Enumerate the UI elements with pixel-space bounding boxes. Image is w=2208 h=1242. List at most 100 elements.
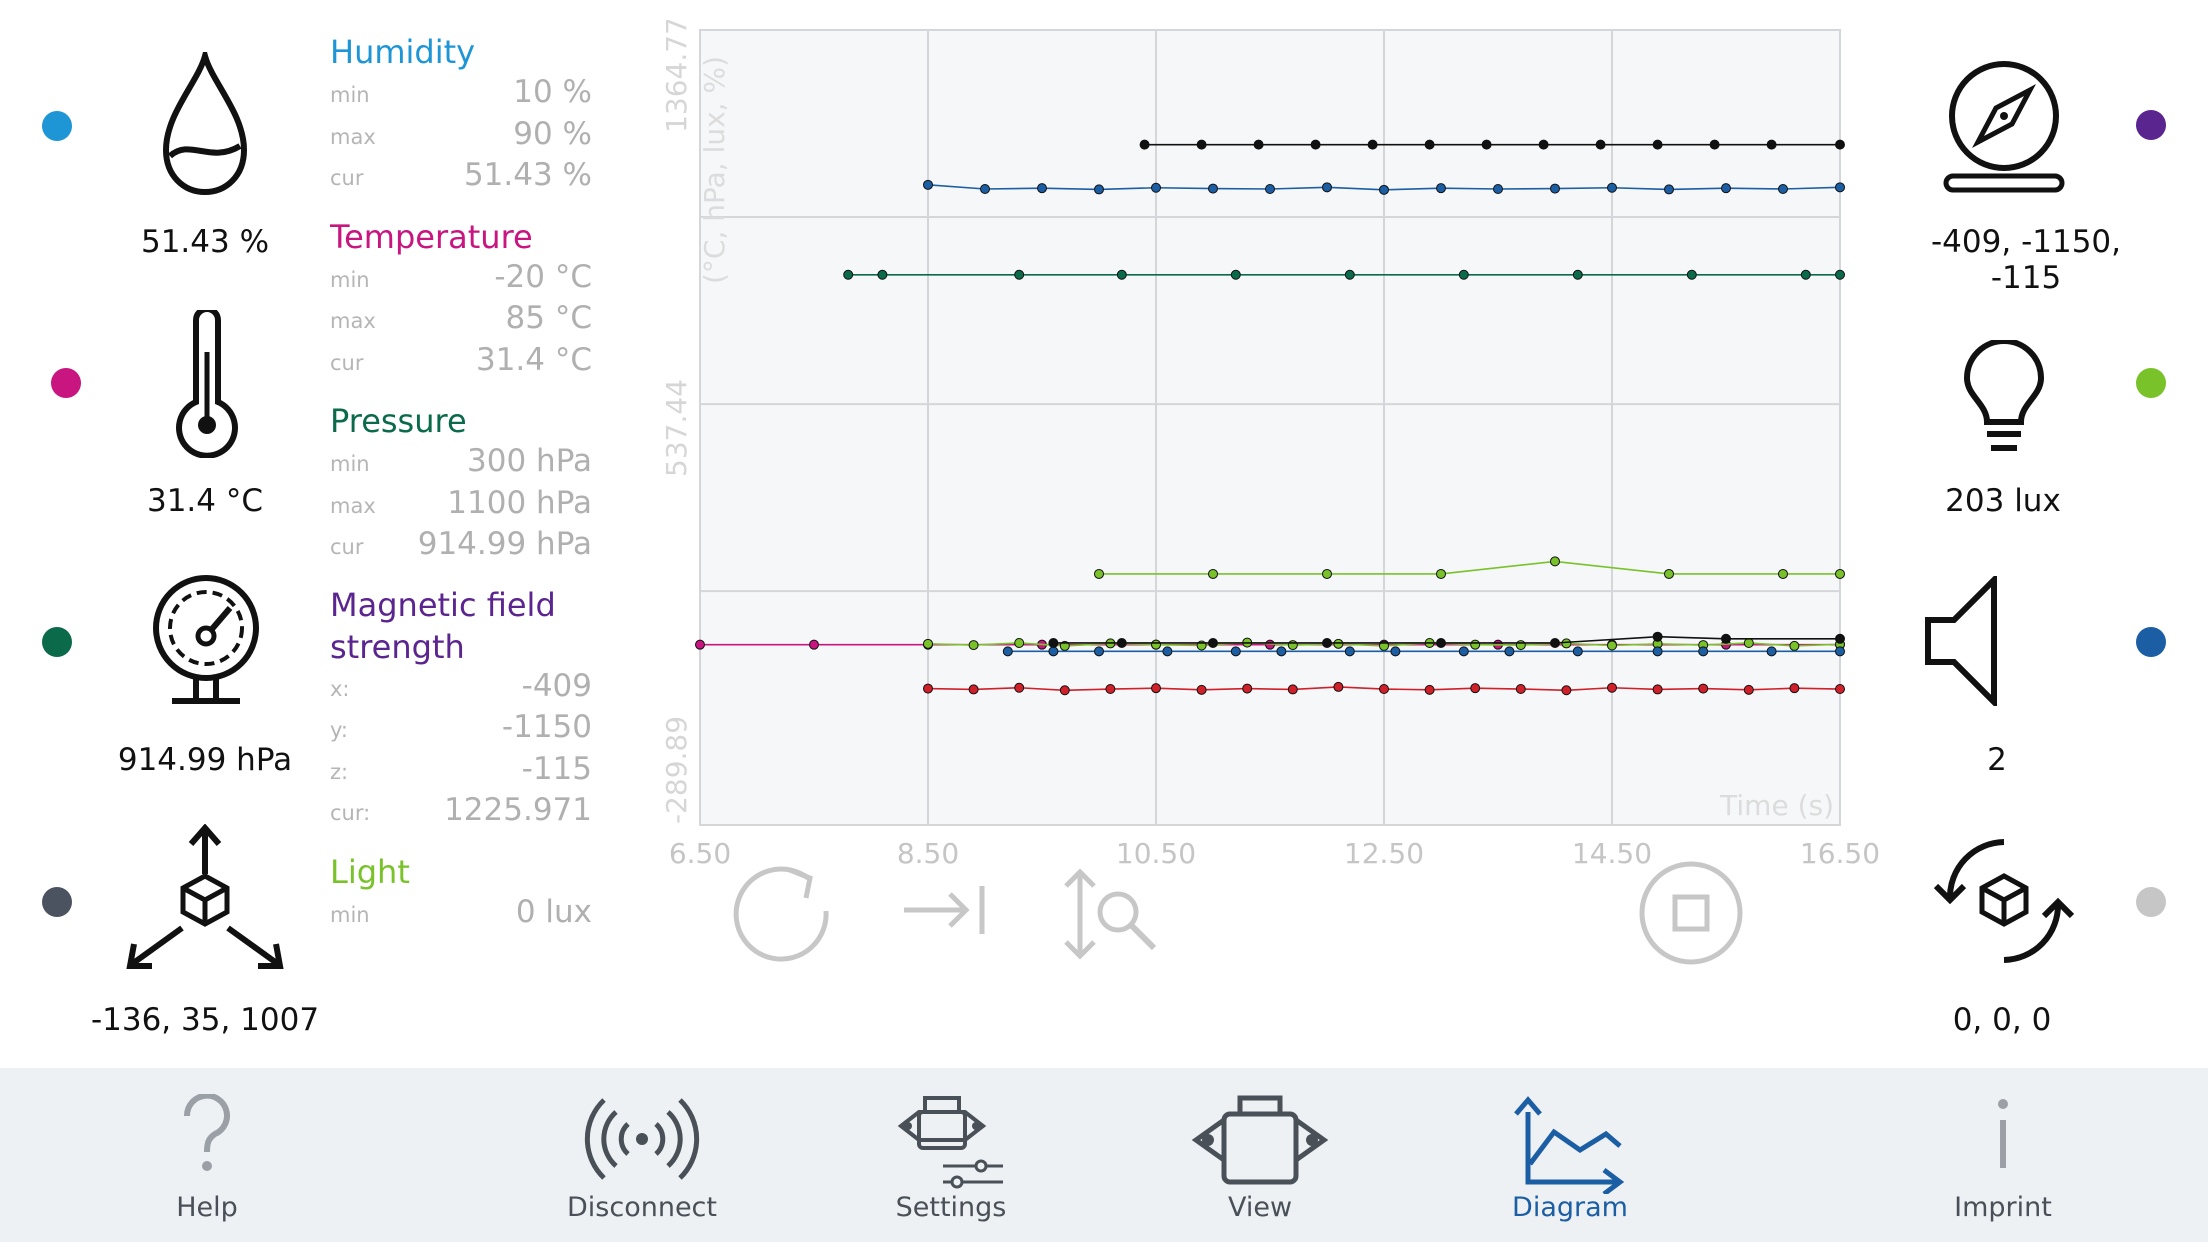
data-point [1322,637,1332,648]
humidity-value: 51.43 % [140,224,270,260]
data-point [1835,182,1845,193]
droplet-icon[interactable] [160,52,250,198]
data-point [1322,182,1332,193]
data-point [1652,684,1663,695]
data-point [1208,637,1218,648]
pressure-stats: Pressure min 300 hPa max 1100 hPa cur 914.9… [330,399,592,568]
nav-disconnect[interactable]: Disconnect [522,1068,762,1242]
data-point [1504,646,1515,657]
light-stats: Light min 0 lux [330,850,592,936]
zoom-vertical-icon [1064,868,1157,960]
data-point [1778,568,1788,579]
lightbulb-icon[interactable] [1963,340,2045,456]
x-axis-label: Time (s) [1719,789,1834,822]
sensor-stats-panel: Humidity min 10 % max 90 % cur 51.43 % Temp… [330,30,592,1020]
rotation-cube-icon[interactable] [1926,836,2082,966]
temperature-title: Temperature [330,217,533,256]
temperature-indicator-dot [51,368,81,398]
data-point [923,638,933,649]
stat-key: min [330,83,370,107]
x-tick-label: 16.50 [1800,837,1880,870]
stat-key: min [330,902,370,927]
data-point [1151,182,1161,193]
data-point [1743,684,1754,695]
data-point [1778,184,1788,194]
stop-button[interactable] [1636,858,1746,968]
data-point [1652,646,1663,657]
nav-diagram[interactable]: Diagram [1450,1068,1690,1242]
temperature-stats: Temperature min -20 °C max 85 °C cur 31.4 °… [330,215,592,384]
data-point [1230,646,1241,657]
data-point [1379,184,1389,195]
data-point [1595,139,1606,150]
data-point [1789,683,1800,694]
jump-to-end-button[interactable] [900,880,990,940]
y-tick-label: 537.44 [660,379,693,477]
stat-key: cur [330,166,364,190]
nav-settings[interactable]: Settings [831,1068,1071,1242]
nav-view-label: View [1227,1192,1293,1223]
sensor-chart[interactable]: 6.50 8.50 10.50 12.50 14.50 16.50 1364.77 537.4… [660,20,1890,880]
data-point [1436,568,1446,579]
zoom-y-button[interactable] [1056,866,1166,962]
x-tick-label: 6.50 [669,837,731,870]
data-point [1743,637,1754,648]
compass-icon[interactable] [1942,58,2066,194]
thermometer-icon[interactable] [170,310,244,458]
data-point [1550,556,1560,567]
bottom-navigation-bar: Help Disconnect Settings [0,1068,2208,1242]
data-point [1493,184,1503,194]
humidity-stats: Humidity min 10 % max 90 % cur 51.43 % [330,30,592,199]
stat-value: 1100 hPa [447,484,592,521]
magnetic-stats: Magnetic field strength x: -409 y: -1150 z… [330,584,592,834]
data-point [1458,646,1469,657]
pressure-value: 914.99 hPa [117,742,293,778]
humidity-title: Humidity [330,33,476,71]
refresh-button[interactable] [726,856,836,966]
stat-key: z: [330,759,349,784]
data-point [1607,682,1617,693]
data-point [1515,684,1526,695]
speaker-icon[interactable] [1924,576,2004,706]
nav-imprint-label: Imprint [1954,1192,2052,1223]
stat-value: 51.43 % [463,157,592,193]
stat-value: 300 hPa [467,443,592,479]
data-point [1721,183,1731,194]
data-point [1436,637,1446,648]
data-point [968,640,979,651]
data-point [695,639,705,650]
data-point [1344,269,1355,280]
pressure-gauge-icon[interactable] [150,570,262,706]
question-icon [183,1094,230,1171]
data-point [980,184,990,194]
data-point [1515,640,1526,651]
data-point [1059,685,1070,696]
data-point [1002,646,1013,657]
stat-key: min [330,267,370,292]
nav-diagram-label: Diagram [1512,1192,1628,1223]
data-point [1048,646,1059,657]
device-icon [1191,1095,1329,1185]
info-icon [1998,1099,2008,1168]
gyroscope-value: 0, 0, 0 [1952,1002,2052,1038]
data-point [1116,637,1127,648]
stat-key: x: [330,676,350,701]
data-point [1835,269,1845,280]
axes-cube-icon[interactable] [124,824,286,972]
data-point [1436,183,1446,194]
humidity-indicator-dot [42,111,72,141]
data-point [1538,139,1549,150]
data-point [1367,139,1378,150]
magnetic-indicator-dot [2136,110,2166,140]
data-point [1561,638,1572,649]
nav-imprint[interactable]: Imprint [1883,1068,2123,1242]
stat-key: cur [330,535,364,559]
x-tick-label: 12.50 [1344,837,1424,870]
arrow-to-end-icon [904,886,985,934]
nav-view[interactable]: View [1140,1068,1380,1242]
data-point [923,179,933,190]
data-point [968,684,979,695]
nav-help[interactable]: Help [87,1068,327,1242]
plot-area [699,29,1841,826]
data-point [1550,183,1560,194]
